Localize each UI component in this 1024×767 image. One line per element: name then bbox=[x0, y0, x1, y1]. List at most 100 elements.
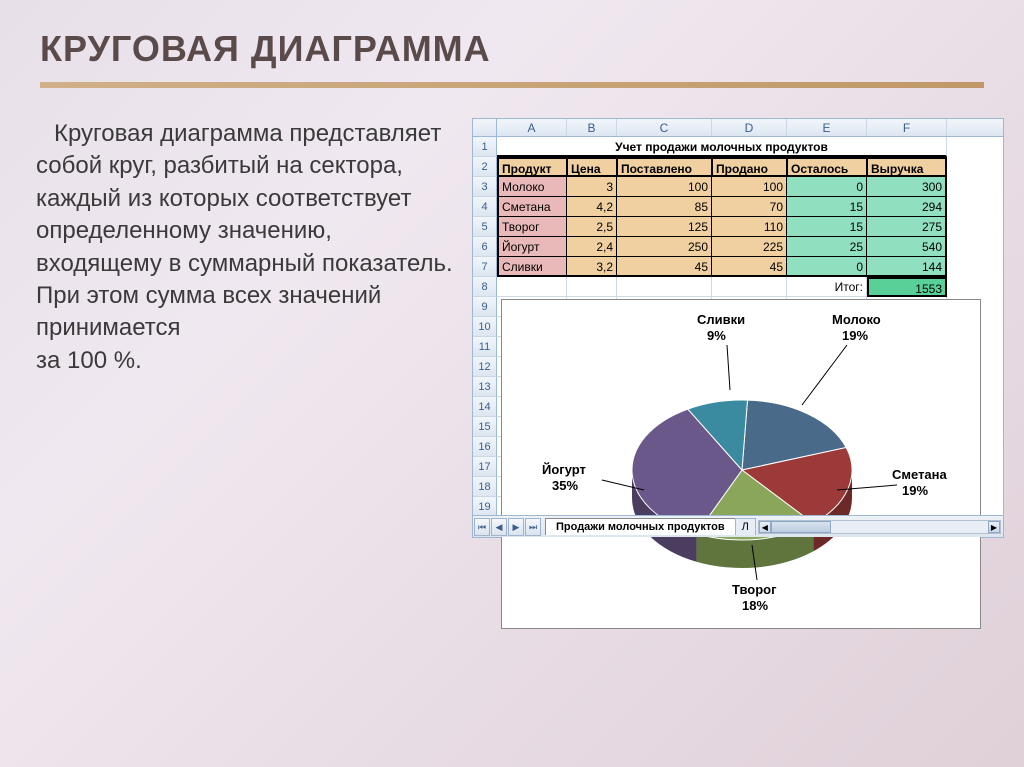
cell[interactable]: Йогурт bbox=[497, 237, 567, 257]
pie-label-percent: 9% bbox=[707, 328, 726, 343]
cell[interactable]: 100 bbox=[712, 177, 787, 197]
cell[interactable]: Учет продажи молочных продуктов bbox=[497, 137, 947, 157]
body-paragraph-1: Круговая диаграмма представляет собой кр… bbox=[36, 118, 456, 345]
cell[interactable]: 3 bbox=[567, 177, 617, 197]
cell[interactable]: Продано bbox=[712, 157, 787, 177]
cell[interactable]: Сливки bbox=[497, 257, 567, 277]
slide-title: КРУГОВАЯ ДИАГРАММА bbox=[40, 28, 984, 70]
cell[interactable]: 25 bbox=[787, 237, 867, 257]
grid-row: 8 Итог:1553 bbox=[473, 277, 1003, 297]
cell[interactable]: 250 bbox=[617, 237, 712, 257]
cell[interactable]: 4,2 bbox=[567, 197, 617, 217]
row-header[interactable]: 10 bbox=[473, 317, 497, 337]
sheet-tab-next[interactable]: Л bbox=[735, 518, 756, 535]
row-header[interactable]: 1 bbox=[473, 137, 497, 157]
row-header[interactable]: 17 bbox=[473, 457, 497, 477]
cell[interactable]: 540 bbox=[867, 237, 947, 257]
cell[interactable] bbox=[617, 277, 712, 297]
row-header[interactable]: 3 bbox=[473, 177, 497, 197]
cell[interactable]: 1553 bbox=[867, 277, 947, 297]
column-header-A[interactable]: A bbox=[497, 119, 567, 136]
tab-nav-next[interactable]: ▶ bbox=[508, 518, 524, 536]
cell[interactable]: 144 bbox=[867, 257, 947, 277]
column-header-D[interactable]: D bbox=[712, 119, 787, 136]
select-all-corner[interactable] bbox=[473, 119, 497, 136]
sheet-tab-bar: ⏮ ◀ ▶ ⏭ Продажи молочных продуктов Л ◀ ▶ bbox=[473, 515, 1003, 537]
row-header[interactable]: 7 bbox=[473, 257, 497, 277]
row-header[interactable]: 11 bbox=[473, 337, 497, 357]
tab-nav-first[interactable]: ⏮ bbox=[474, 518, 490, 536]
cell[interactable]: 125 bbox=[617, 217, 712, 237]
row-header[interactable]: 4 bbox=[473, 197, 497, 217]
row-header[interactable]: 2 bbox=[473, 157, 497, 177]
cell[interactable]: 45 bbox=[617, 257, 712, 277]
spreadsheet-window: ABCDEF 1Учет продажи молочных продуктов2… bbox=[472, 118, 1004, 538]
row-header[interactable]: 14 bbox=[473, 397, 497, 417]
row-header[interactable]: 15 bbox=[473, 417, 497, 437]
cell[interactable]: 0 bbox=[787, 257, 867, 277]
row-header[interactable]: 19 bbox=[473, 497, 497, 517]
cell[interactable]: 2,4 bbox=[567, 237, 617, 257]
cell[interactable]: 294 bbox=[867, 197, 947, 217]
column-header-B[interactable]: B bbox=[567, 119, 617, 136]
row-header[interactable]: 9 bbox=[473, 297, 497, 317]
row-header[interactable]: 18 bbox=[473, 477, 497, 497]
column-headers: ABCDEF bbox=[473, 119, 1003, 137]
cell[interactable]: 300 bbox=[867, 177, 947, 197]
body-paragraph-2: за 100 %. bbox=[36, 345, 456, 377]
tab-nav-last[interactable]: ⏭ bbox=[525, 518, 541, 536]
cell[interactable]: Продукт bbox=[497, 157, 567, 177]
row-header[interactable]: 13 bbox=[473, 377, 497, 397]
tab-nav-prev[interactable]: ◀ bbox=[491, 518, 507, 536]
cell[interactable]: Выручка bbox=[867, 157, 947, 177]
cell[interactable]: Итог: bbox=[787, 277, 867, 297]
grid-row: 7Сливки3,245450144 bbox=[473, 257, 1003, 277]
grid-row: 3Молоко31001000300 bbox=[473, 177, 1003, 197]
cell[interactable]: 100 bbox=[617, 177, 712, 197]
column-header-C[interactable]: C bbox=[617, 119, 712, 136]
cell[interactable]: Осталось bbox=[787, 157, 867, 177]
cell[interactable]: 3,2 bbox=[567, 257, 617, 277]
cell[interactable] bbox=[712, 277, 787, 297]
pie-label-percent: 19% bbox=[902, 483, 928, 498]
pie-label-name: Йогурт bbox=[542, 462, 586, 477]
horizontal-scrollbar[interactable]: ◀ ▶ bbox=[758, 520, 1001, 534]
pie-chart-object[interactable]: Сливки9%Молоко19%Сметана19%Творог18%Йогу… bbox=[501, 299, 981, 629]
cell[interactable]: 15 bbox=[787, 197, 867, 217]
row-header[interactable]: 5 bbox=[473, 217, 497, 237]
sheet-tab-active[interactable]: Продажи молочных продуктов bbox=[545, 518, 736, 535]
slide-body-text: Круговая диаграмма представляет собой кр… bbox=[36, 118, 456, 538]
hscroll-right-arrow[interactable]: ▶ bbox=[988, 521, 1000, 533]
grid-row: 2ПродуктЦенаПоставленоПроданоОсталосьВыр… bbox=[473, 157, 1003, 177]
pie-label-name: Сливки bbox=[697, 312, 745, 327]
row-header[interactable]: 6 bbox=[473, 237, 497, 257]
pie-label-name: Сметана bbox=[892, 467, 948, 482]
cell[interactable]: 275 bbox=[867, 217, 947, 237]
cell[interactable]: 45 bbox=[712, 257, 787, 277]
cell[interactable]: Сметана bbox=[497, 197, 567, 217]
column-header-E[interactable]: E bbox=[787, 119, 867, 136]
hscroll-left-arrow[interactable]: ◀ bbox=[759, 521, 771, 533]
cell[interactable]: Поставлено bbox=[617, 157, 712, 177]
cell[interactable]: Цена bbox=[567, 157, 617, 177]
cell[interactable] bbox=[567, 277, 617, 297]
hscroll-thumb[interactable] bbox=[771, 521, 831, 533]
pie-label-percent: 18% bbox=[742, 598, 768, 613]
cell[interactable]: 2,5 bbox=[567, 217, 617, 237]
cell[interactable] bbox=[497, 277, 567, 297]
cell[interactable]: 70 bbox=[712, 197, 787, 217]
grid-row: 6Йогурт2,425022525540 bbox=[473, 237, 1003, 257]
cell[interactable]: 15 bbox=[787, 217, 867, 237]
cell[interactable]: Молоко bbox=[497, 177, 567, 197]
pie-label-percent: 35% bbox=[552, 478, 578, 493]
cell[interactable]: 225 bbox=[712, 237, 787, 257]
row-header[interactable]: 16 bbox=[473, 437, 497, 457]
cell[interactable]: 110 bbox=[712, 217, 787, 237]
row-header[interactable]: 12 bbox=[473, 357, 497, 377]
cell[interactable]: 0 bbox=[787, 177, 867, 197]
cell[interactable]: 85 bbox=[617, 197, 712, 217]
row-header[interactable]: 8 bbox=[473, 277, 497, 297]
cell[interactable]: Творог bbox=[497, 217, 567, 237]
pie-label-name: Творог bbox=[732, 582, 777, 597]
column-header-F[interactable]: F bbox=[867, 119, 947, 136]
